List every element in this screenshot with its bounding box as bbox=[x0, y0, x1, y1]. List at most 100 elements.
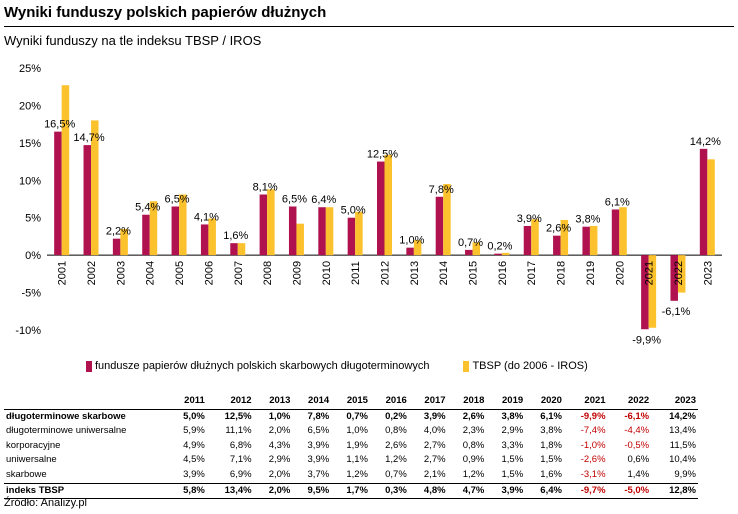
table-cell: 5,9% bbox=[183, 425, 205, 437]
table-row: skarbowe 3,9% 6,9% 2,0% 3,7% 1,2% 0,7% 2,1% 1,2%… bbox=[4, 468, 698, 483]
table-cell: 1,7% bbox=[331, 482, 370, 500]
table-cell: 4,9% bbox=[183, 439, 205, 451]
data-label-2017: 3,9% bbox=[517, 213, 542, 225]
data-label-2011: 5,0% bbox=[341, 205, 366, 217]
bar-index-2003 bbox=[120, 228, 128, 256]
bar-funds-2023 bbox=[699, 148, 708, 256]
table-cell: 1,0% bbox=[253, 408, 293, 425]
table-col-header: 2018 bbox=[463, 395, 485, 406]
table-row: długoterminowe skarbowe 5,0% 12,5% 1,0% 7,8%… bbox=[4, 408, 698, 425]
table-cell: -2,6% bbox=[580, 454, 606, 466]
table-row-label: skarbowe bbox=[6, 468, 47, 480]
bar-funds-2006 bbox=[200, 224, 209, 256]
table-cell: 2,0% bbox=[268, 468, 291, 480]
x-tick-label: 2001 bbox=[57, 261, 69, 285]
x-tick-label: 2020 bbox=[614, 261, 626, 285]
table-cell: 3,9% bbox=[183, 468, 205, 480]
x-tick-label: 2021 bbox=[644, 261, 656, 285]
table-cell: 6,8% bbox=[229, 439, 252, 451]
data-label-2005: 6,5% bbox=[165, 193, 190, 205]
table-col-header: 2011 bbox=[184, 395, 205, 406]
bar-index-2017 bbox=[531, 219, 539, 256]
x-tick-label: 2004 bbox=[145, 261, 157, 285]
table-row-label: długoterminowe uniwersalne bbox=[6, 425, 127, 437]
bar-funds-2008 bbox=[259, 194, 268, 256]
table-cell: 1,2% bbox=[462, 468, 485, 480]
legend-item-index: TBSP (do 2006 - IROS) bbox=[463, 360, 588, 372]
x-tick-label: 2018 bbox=[556, 261, 568, 285]
table-cell: 2,6% bbox=[447, 408, 487, 425]
table-cell: 0,8% bbox=[385, 425, 407, 437]
data-label-2015: 0,7% bbox=[458, 237, 483, 249]
bar-funds-2007 bbox=[230, 243, 238, 256]
y-tick-label: 15% bbox=[19, 138, 41, 150]
table-col-header: 2022 bbox=[628, 395, 650, 406]
table-cell: 0,3% bbox=[369, 482, 409, 500]
data-label-2009: 6,5% bbox=[282, 193, 307, 205]
bar-funds-2004 bbox=[142, 214, 150, 256]
table-col-header: 2023 bbox=[674, 395, 696, 406]
bar-index-2008 bbox=[267, 189, 275, 256]
table-col-header: 2012 bbox=[230, 395, 252, 406]
chart-legend: fundusze papierów dłużnych polskich skar… bbox=[86, 360, 588, 372]
table-cell: 12,8% bbox=[651, 482, 698, 500]
bar-funds-2018 bbox=[553, 235, 561, 256]
table-row: indeks TBSP 5,8% 13,4% 2,0% 9,5% 1,7% 0,3% 4,8%… bbox=[4, 482, 698, 500]
returns-table: 2011 2012 2013 2014 2015 2016 2017 2018 2019 2020… bbox=[4, 394, 698, 500]
legend-label-index: TBSP (do 2006 - IROS) bbox=[472, 360, 588, 372]
table-cell: 2,6% bbox=[385, 439, 407, 451]
bar-index-2019 bbox=[589, 225, 598, 256]
table-cell: 1,2% bbox=[346, 468, 368, 480]
x-tick-label: 2013 bbox=[409, 261, 421, 285]
data-label-2020: 6,1% bbox=[605, 196, 630, 208]
table-cell: 2,1% bbox=[423, 468, 446, 480]
table-cell: 1,2% bbox=[385, 454, 407, 466]
table-cell: 1,9% bbox=[346, 439, 368, 451]
table-cell: 6,5% bbox=[307, 425, 330, 437]
legend-label-funds: fundusze papierów dłużnych polskich skar… bbox=[95, 360, 430, 372]
table-cell: 11,1% bbox=[225, 425, 252, 437]
x-tick-label: 2015 bbox=[468, 261, 480, 285]
bar-index-2011 bbox=[355, 211, 363, 256]
bar-funds-2011 bbox=[347, 217, 356, 256]
bar-index-2002 bbox=[91, 120, 99, 256]
table-col-header: 2015 bbox=[346, 395, 368, 406]
x-tick-label: 2008 bbox=[262, 261, 274, 285]
bar-index-2010 bbox=[325, 207, 334, 256]
table-cell: -3,1% bbox=[580, 468, 606, 480]
table-corner bbox=[4, 394, 168, 409]
table-cell: 2,0% bbox=[268, 425, 291, 437]
table-cell: 4,5% bbox=[183, 454, 205, 466]
table-cell: 7,1% bbox=[229, 454, 252, 466]
bar-funds-2010 bbox=[318, 207, 326, 256]
x-tick-label: 2007 bbox=[233, 261, 245, 285]
table-row-label: długoterminowe skarbowe bbox=[4, 408, 168, 425]
table-cell: -4,4% bbox=[624, 425, 650, 437]
title-divider bbox=[4, 26, 734, 27]
data-label-2022: -6,1% bbox=[662, 306, 691, 318]
bar-chart: -10% -5% 0% 5% 10% 15% 20% 25% 2001 16,5% 2002 14,7… bbox=[15, 63, 722, 346]
data-label-2016: 0,2% bbox=[487, 241, 512, 253]
data-label-2013: 1,0% bbox=[399, 235, 424, 247]
bar-index-2005 bbox=[179, 194, 187, 256]
data-label-2003: 2,2% bbox=[106, 226, 131, 238]
table-body: długoterminowe skarbowe 5,0% 12,5% 1,0% 7,8%… bbox=[4, 408, 698, 500]
table-cell: -9,9% bbox=[563, 408, 608, 425]
table-cell: 0,8% bbox=[462, 439, 485, 451]
data-label-2010: 6,4% bbox=[311, 194, 336, 206]
table-cell: -1,0% bbox=[580, 439, 606, 451]
data-label-2023: 14,2% bbox=[690, 136, 721, 148]
table-cell: 2,7% bbox=[423, 439, 446, 451]
y-tick-label: 5% bbox=[25, 213, 41, 225]
bar-index-2012 bbox=[384, 154, 392, 256]
table-cell: 3,7% bbox=[307, 468, 330, 480]
table-col-header: 2017 bbox=[424, 395, 446, 406]
table-cell: 5,0% bbox=[168, 408, 207, 425]
table-cell: 1,8% bbox=[540, 439, 562, 451]
bar-index-2023 bbox=[707, 159, 715, 256]
table-cell: 3,9% bbox=[408, 408, 448, 425]
x-tick-label: 2009 bbox=[291, 261, 303, 285]
table-cell: 10,4% bbox=[669, 454, 696, 466]
table-cell: 2,7% bbox=[423, 454, 446, 466]
data-label-2019: 3,8% bbox=[575, 214, 600, 226]
